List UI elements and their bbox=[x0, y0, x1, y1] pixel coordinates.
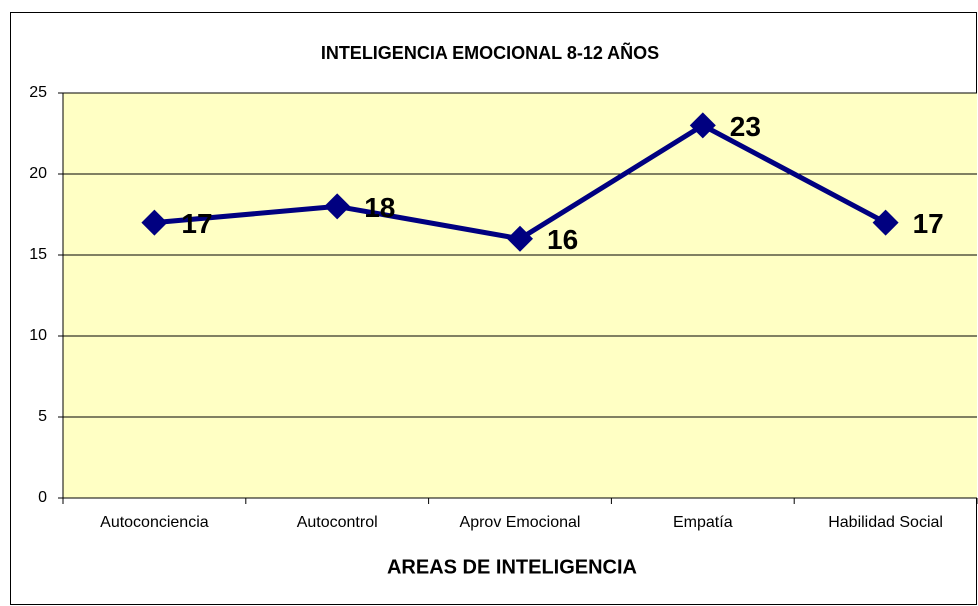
data-marker bbox=[324, 193, 351, 220]
data-marker bbox=[141, 209, 168, 236]
x-tick-label: Habilidad Social bbox=[828, 514, 943, 531]
y-tick-label: 0 bbox=[38, 489, 47, 506]
plot-area bbox=[63, 93, 977, 498]
x-axis-label: AREAS DE INTELIGENCIA bbox=[387, 556, 637, 578]
chart-title: INTELIGENCIA EMOCIONAL 8-12 AÑOS bbox=[321, 42, 659, 63]
data-label: 17 bbox=[181, 208, 212, 239]
x-tick-label: Empatía bbox=[673, 514, 733, 531]
y-tick-label: 5 bbox=[38, 408, 47, 425]
y-tick-label: 25 bbox=[29, 84, 47, 101]
y-tick-label: 20 bbox=[29, 165, 47, 182]
x-tick-label: Autoconciencia bbox=[100, 514, 209, 531]
data-marker bbox=[507, 225, 533, 252]
data-label: 16 bbox=[547, 224, 578, 255]
x-tick-label: Aprov Emocional bbox=[460, 514, 581, 531]
data-label: 23 bbox=[730, 111, 761, 142]
data-marker bbox=[872, 209, 899, 236]
data-marker bbox=[689, 112, 716, 139]
y-tick-label: 10 bbox=[29, 327, 47, 344]
data-label: 17 bbox=[913, 208, 944, 239]
y-tick-label: 15 bbox=[29, 246, 47, 263]
data-label: 18 bbox=[364, 192, 395, 223]
x-tick-label: Autocontrol bbox=[297, 514, 378, 531]
